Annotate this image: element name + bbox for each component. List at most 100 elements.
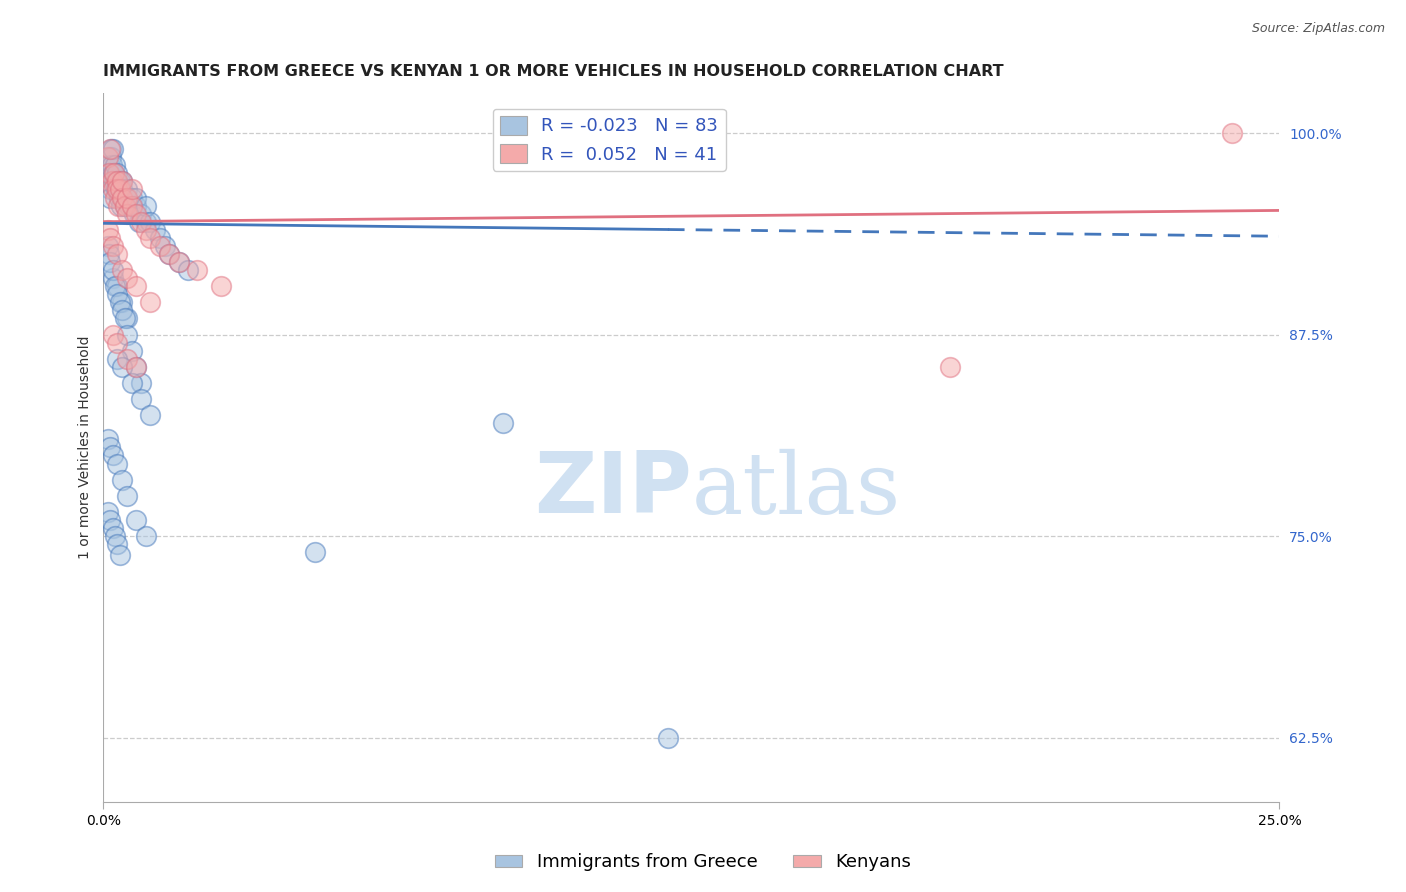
Point [115, 207, 138, 221]
Point [121, 376, 143, 390]
Point [98, 166, 121, 180]
Point [107, 247, 129, 261]
Point [118, 198, 141, 212]
Point [107, 351, 129, 366]
Point [107, 335, 129, 350]
Point [104, 190, 127, 204]
Point [100, 231, 122, 245]
Point [104, 279, 127, 293]
Point [108, 549, 131, 563]
Point [111, 190, 134, 204]
Point [115, 311, 138, 326]
Point [157, 247, 180, 261]
Point [121, 198, 143, 212]
Point [111, 473, 134, 487]
Point [135, 215, 157, 229]
Text: IMMIGRANTS FROM GREECE VS KENYAN 1 OR MORE VEHICLES IN HOUSEHOLD CORRELATION CHA: IMMIGRANTS FROM GREECE VS KENYAN 1 OR MO… [104, 64, 1004, 79]
Point [657, 731, 679, 745]
Point [98, 247, 121, 261]
Point [97, 433, 120, 447]
Point [107, 174, 129, 188]
Point [939, 359, 962, 374]
Point [114, 198, 136, 212]
Point [121, 182, 143, 196]
Point [98, 182, 121, 196]
Point [129, 207, 152, 221]
Point [492, 416, 515, 430]
Point [103, 174, 125, 188]
Text: atlas: atlas [692, 449, 900, 532]
Point [98, 158, 121, 172]
Point [139, 215, 162, 229]
Point [104, 174, 127, 188]
Point [101, 239, 124, 253]
Point [101, 174, 124, 188]
Point [121, 343, 143, 358]
Point [101, 521, 124, 535]
Point [101, 263, 124, 277]
Point [107, 198, 129, 212]
Point [115, 190, 138, 204]
Point [103, 166, 125, 180]
Point [101, 182, 124, 196]
Text: ZIP: ZIP [534, 449, 692, 532]
Point [105, 182, 128, 196]
Legend: R = -0.023   N = 83, R =  0.052   N = 41: R = -0.023 N = 83, R = 0.052 N = 41 [492, 109, 725, 171]
Point [125, 279, 148, 293]
Point [111, 263, 134, 277]
Point [97, 239, 120, 253]
Point [100, 190, 122, 204]
Point [100, 513, 122, 527]
Point [104, 529, 127, 543]
Point [112, 190, 135, 204]
Point [125, 207, 148, 221]
Point [101, 166, 124, 180]
Point [167, 255, 190, 269]
Point [167, 255, 190, 269]
Point [114, 311, 136, 326]
Point [125, 513, 148, 527]
Point [115, 351, 138, 366]
Point [186, 263, 208, 277]
Point [135, 529, 157, 543]
Point [139, 295, 162, 310]
Point [153, 239, 176, 253]
Legend: Immigrants from Greece, Kenyans: Immigrants from Greece, Kenyans [488, 847, 918, 879]
Point [125, 359, 148, 374]
Point [107, 174, 129, 188]
Point [111, 182, 134, 196]
Point [101, 142, 124, 156]
Point [111, 174, 134, 188]
Point [107, 537, 129, 551]
Point [125, 359, 148, 374]
Point [108, 182, 131, 196]
Point [97, 150, 120, 164]
Point [115, 190, 138, 204]
Point [209, 279, 232, 293]
Point [111, 359, 134, 374]
Point [110, 198, 132, 212]
Point [129, 392, 152, 406]
Point [107, 182, 129, 196]
Point [177, 263, 200, 277]
Y-axis label: 1 or more Vehicles in Household: 1 or more Vehicles in Household [79, 335, 93, 559]
Point [100, 150, 122, 164]
Point [115, 271, 138, 285]
Point [139, 231, 162, 245]
Point [101, 449, 124, 463]
Point [97, 174, 120, 188]
Point [107, 457, 129, 471]
Point [98, 166, 121, 180]
Point [97, 223, 120, 237]
Point [128, 215, 150, 229]
Point [100, 142, 122, 156]
Point [121, 198, 143, 212]
Point [101, 158, 124, 172]
Point [111, 303, 134, 318]
Point [121, 190, 143, 204]
Point [157, 247, 180, 261]
Point [115, 182, 138, 196]
Point [125, 190, 148, 204]
Point [114, 198, 136, 212]
Point [97, 505, 120, 519]
